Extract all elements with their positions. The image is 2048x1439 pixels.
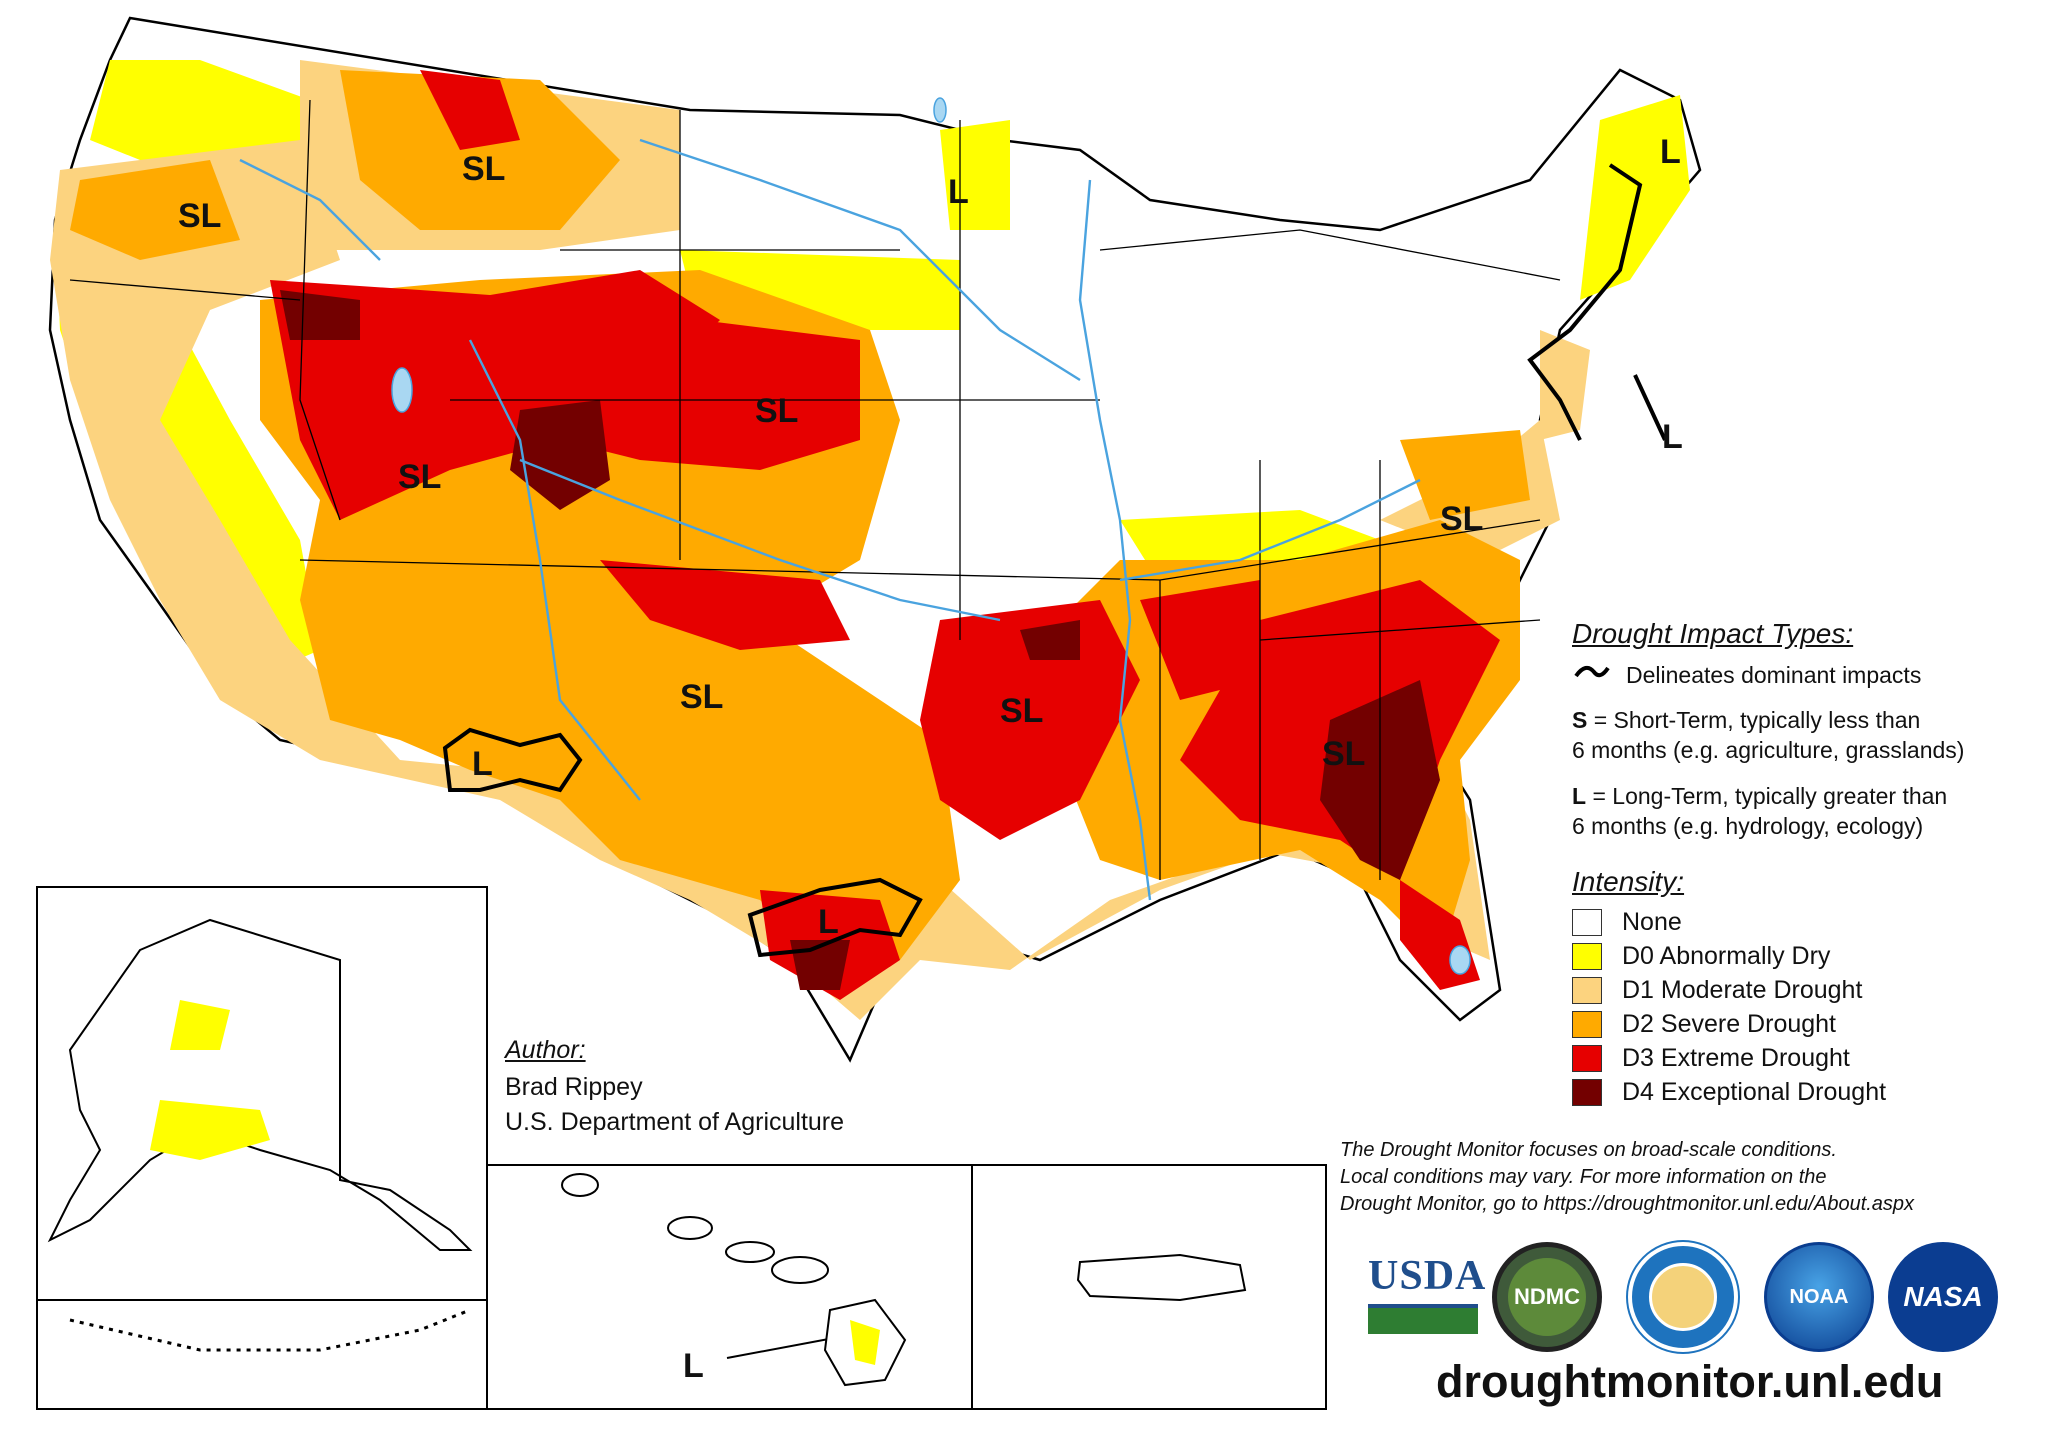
intensity-label: D3 Extreme Drought [1622,1043,1850,1072]
intensity-row: None [1572,905,1682,939]
lakes [391,97,1471,975]
impact-label-sl-nevada-utah: SL [398,458,442,496]
author-org: U.S. Department of Agriculture [505,1108,845,1136]
long-term-line1: L = Long-Term, typically greater than [1572,781,1947,811]
impact-label-l-hawaii: L [683,1347,704,1385]
usda-logo-text: USDA [1368,1253,1487,1299]
note-line-3: Drought Monitor, go to https://droughtmo… [1340,1193,1915,1215]
impact-label-l-minnesota: L [948,173,969,211]
inset-frames [36,886,1327,1410]
hawaii-islands [561,1173,907,1387]
impact-label-sl-oklahoma: SL [680,678,724,716]
intensity-label: D0 Abnormally Dry [1622,941,1831,970]
intensity-swatch [1572,976,1602,1004]
intensity-row: D1 Moderate Drought [1572,973,1862,1007]
nasa-logo-text: NASA [1903,1281,1983,1312]
hawaii-d0 [850,1320,880,1365]
intensity-row: D3 Extreme Drought [1572,1041,1850,1075]
puerto-rico-outline [1076,1253,1247,1302]
delineates-text: Delineates dominant impacts [1626,662,1922,688]
ndmc-logo-text: NDMC [1514,1284,1580,1309]
author-name: Brad Rippey [505,1073,643,1101]
commerce-logo-inner [1649,1263,1717,1331]
impact-label-l-newmexico: L [472,745,493,783]
intensity-label: D2 Severe Drought [1622,1009,1837,1038]
delineation-glyph [1574,665,1610,678]
note-line-1: The Drought Monitor focuses on broad-sca… [1340,1139,1837,1161]
intensity-row: D2 Severe Drought [1572,1007,1836,1041]
usda-logo-green [1368,1304,1478,1334]
impact-label-sl-nebraska: SL [755,392,799,430]
intensity-swatch [1572,1044,1602,1072]
website-url[interactable]: droughtmonitor.unl.edu [1436,1356,1944,1407]
usda-logo: USDA [1368,1252,1487,1338]
alaska-d0 [150,1000,270,1160]
intensity-label: D4 Exceptional Drought [1622,1077,1887,1106]
long-key: L [1572,783,1587,809]
impact-label-sl-georgia: SL [1322,735,1366,773]
intensity-row: D0 Abnormally Dry [1572,939,1830,973]
long-term-line2: 6 months (e.g. hydrology, ecology) [1572,813,1924,839]
short-term-text-1: = Short-Term, typically less than [1587,707,1921,733]
intensity-swatch [1572,1078,1602,1106]
author-title: Author: [505,1036,586,1064]
noaa-logo: NOAA [1764,1242,1874,1352]
d4-areas [280,290,1440,990]
impact-types-title: Drought Impact Types: [1572,618,1854,649]
impact-label-sl-arkansas: SL [1000,692,1044,730]
long-term-text-1: = Long-Term, typically greater than [1586,783,1948,809]
ndmc-logo-inner: NDMC [1508,1258,1586,1336]
intensity-swatch [1572,908,1602,936]
aleutians [69,1308,471,1352]
note-line-2: Local conditions may vary. For more info… [1340,1166,1827,1188]
short-term-line2: 6 months (e.g. agriculture, grasslands) [1572,737,1965,763]
impact-label-l-texas: L [818,903,839,941]
intensity-label: None [1622,907,1682,936]
ndmc-logo: NDMC [1492,1242,1602,1352]
impact-label-sl-virginia: SL [1440,500,1484,538]
intensity-row: D4 Exceptional Drought [1572,1075,1886,1109]
short-key: S [1572,707,1588,733]
state-boundaries [69,99,1561,880]
rivers [239,138,1421,901]
short-term-line1: S = Short-Term, typically less than [1572,705,1920,735]
intensity-title: Intensity: [1572,866,1685,897]
intensity-swatch [1572,942,1602,970]
commerce-logo [1628,1242,1738,1352]
impact-label-l-newjersey: L [1662,418,1683,456]
nasa-logo: NASA [1888,1242,1998,1352]
impact-delineation-lines [442,163,1667,958]
alaska-outline [47,918,473,1251]
impact-label-l-maine: L [1660,133,1681,171]
noaa-logo-text: NOAA [1789,1285,1849,1308]
impact-label-sl-oregon: SL [178,197,222,235]
impact-label-sl-montana: SL [462,150,506,188]
intensity-label: D1 Moderate Drought [1622,975,1863,1004]
intensity-swatch [1572,1010,1602,1038]
